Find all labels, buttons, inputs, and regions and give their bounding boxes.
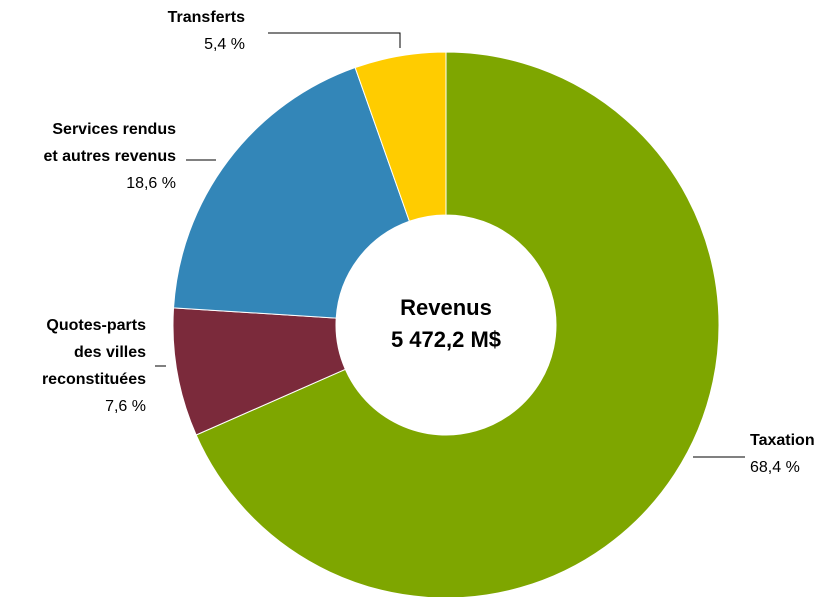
value-label: 7,6 % bbox=[105, 398, 146, 415]
value-label: 18,6 % bbox=[126, 175, 176, 192]
donut-segment bbox=[354, 51, 447, 222]
slice-label: des villes bbox=[74, 344, 146, 361]
donut-segment bbox=[173, 66, 411, 319]
slice-label: Quotes-parts bbox=[46, 317, 146, 334]
leader-line bbox=[268, 32, 401, 48]
donut-segment bbox=[195, 51, 720, 597]
slice-label: Services rendus bbox=[52, 121, 176, 138]
value-label: 68,4 % bbox=[750, 459, 800, 476]
slice-label: Transferts bbox=[168, 9, 245, 26]
slice-label: Taxation bbox=[750, 432, 815, 449]
slice-label: reconstituées bbox=[42, 371, 146, 388]
value-label: 5,4 % bbox=[204, 36, 245, 53]
center-label: Revenus bbox=[400, 295, 492, 320]
center-label: 5 472,2 M$ bbox=[391, 327, 501, 352]
slice-label: et autres revenus bbox=[43, 148, 176, 165]
